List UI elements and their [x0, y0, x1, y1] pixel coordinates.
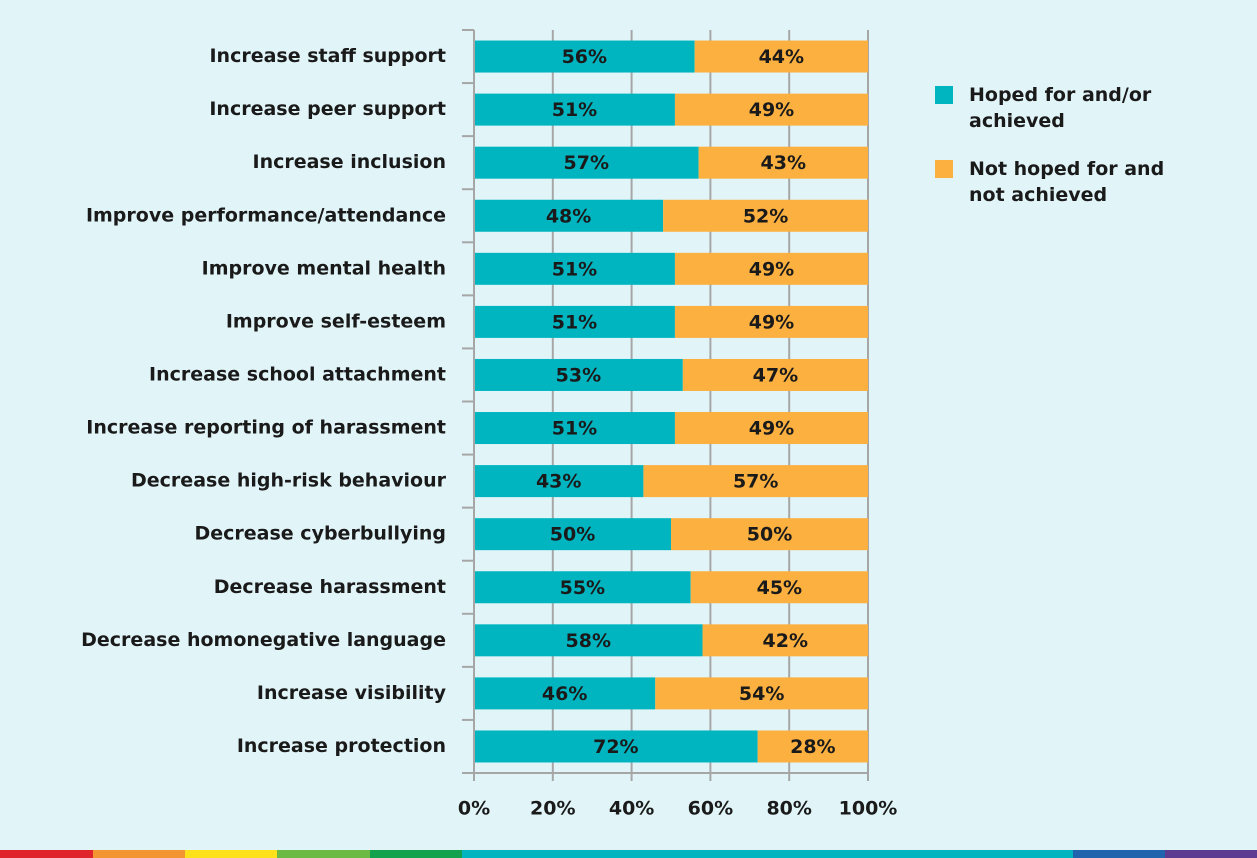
category-label: Decrease high-risk behaviour — [131, 470, 447, 492]
category-label: Improve mental health — [202, 257, 446, 279]
bar-segment — [698, 146, 868, 179]
category-label: Increase protection — [237, 735, 446, 757]
bar-segment — [655, 677, 868, 710]
strip — [462, 850, 1073, 858]
value-label: 72% — [593, 736, 638, 758]
bar-segment — [643, 465, 868, 498]
value-label: 50% — [550, 524, 595, 546]
value-label: 51% — [552, 311, 597, 333]
bar-segment — [474, 624, 703, 657]
bar-segment — [757, 730, 868, 763]
bar-segment — [674, 93, 868, 126]
value-label: 42% — [763, 630, 808, 652]
x-tick-label: 0% — [458, 798, 490, 820]
bar-segment — [690, 571, 868, 604]
value-label: 52% — [743, 205, 788, 227]
category-label: Decrease cyberbullying — [195, 523, 447, 545]
value-label: 46% — [542, 683, 587, 705]
strip — [1073, 850, 1165, 858]
category-label: Improve performance/attendance — [86, 204, 446, 226]
category-label: Decrease harassment — [214, 576, 446, 598]
bar-segment — [474, 518, 671, 551]
value-label: 44% — [759, 46, 804, 68]
bar-segment — [474, 677, 656, 710]
bar-segment — [474, 199, 664, 232]
category-label: Increase visibility — [257, 682, 447, 704]
category-label: Decrease homonegative language — [81, 629, 446, 651]
value-label: 49% — [749, 418, 794, 440]
bar-segment — [694, 40, 868, 73]
category-label: Increase staff support — [209, 45, 446, 67]
value-label: 48% — [546, 205, 591, 227]
bar-segment — [663, 199, 868, 232]
value-label: 50% — [747, 524, 792, 546]
bar-segment — [474, 252, 675, 285]
legend-item: Not hoped for and not achieved — [935, 156, 1235, 208]
bar-segment — [682, 358, 868, 391]
legend-label: Hoped for and/or achieved — [969, 84, 1152, 132]
value-label: 49% — [749, 258, 794, 280]
bar-segment — [474, 730, 758, 763]
value-label: 58% — [566, 630, 611, 652]
category-label: Increase reporting of harassment — [86, 417, 446, 439]
bar-segment — [474, 412, 675, 445]
strip — [370, 850, 462, 858]
value-label: 43% — [761, 152, 806, 174]
category-label: Increase school attachment — [149, 363, 446, 385]
bar-segment — [474, 146, 699, 179]
color-strip — [0, 850, 1257, 858]
value-label: 56% — [562, 46, 607, 68]
value-label: 47% — [753, 364, 798, 386]
value-label: 55% — [560, 577, 605, 599]
value-label: 43% — [536, 471, 581, 493]
strip — [0, 850, 93, 858]
bar-segment — [674, 305, 868, 338]
bar-segment — [474, 358, 683, 391]
legend: Hoped for and/or achieved Not hoped for a… — [935, 82, 1235, 230]
bar-segment — [674, 252, 868, 285]
category-label: Increase inclusion — [253, 151, 447, 173]
x-tick-label: 60% — [688, 798, 733, 820]
bar-segment — [671, 518, 868, 551]
value-label: 53% — [556, 364, 601, 386]
legend-label: Not hoped for and not achieved — [969, 158, 1165, 206]
strip — [277, 850, 370, 858]
category-label: Improve self-esteem — [226, 310, 446, 332]
value-label: 45% — [757, 577, 802, 599]
value-label: 51% — [552, 99, 597, 121]
bar-segment — [474, 40, 695, 73]
value-label: 49% — [749, 99, 794, 121]
category-label: Increase peer support — [209, 98, 446, 120]
x-tick-label: 80% — [766, 798, 811, 820]
value-label: 28% — [790, 736, 835, 758]
value-label: 51% — [552, 418, 597, 440]
bar-segment — [474, 465, 644, 498]
strip — [93, 850, 185, 858]
legend-swatch — [935, 160, 953, 178]
legend-item: Hoped for and/or achieved — [935, 82, 1235, 134]
x-tick-label: 100% — [839, 798, 898, 820]
legend-swatch — [935, 86, 953, 104]
value-label: 49% — [749, 311, 794, 333]
strip — [1165, 850, 1257, 858]
x-tick-label: 20% — [530, 798, 575, 820]
x-tick-label: 40% — [609, 798, 654, 820]
bar-segment — [474, 93, 675, 126]
bar-segment — [474, 571, 691, 604]
bar-segment — [702, 624, 868, 657]
bar-segment — [674, 412, 868, 445]
strip — [185, 850, 277, 858]
bar-segment — [474, 305, 675, 338]
value-label: 51% — [552, 258, 597, 280]
value-label: 54% — [739, 683, 784, 705]
value-label: 57% — [564, 152, 609, 174]
value-label: 57% — [733, 471, 778, 493]
